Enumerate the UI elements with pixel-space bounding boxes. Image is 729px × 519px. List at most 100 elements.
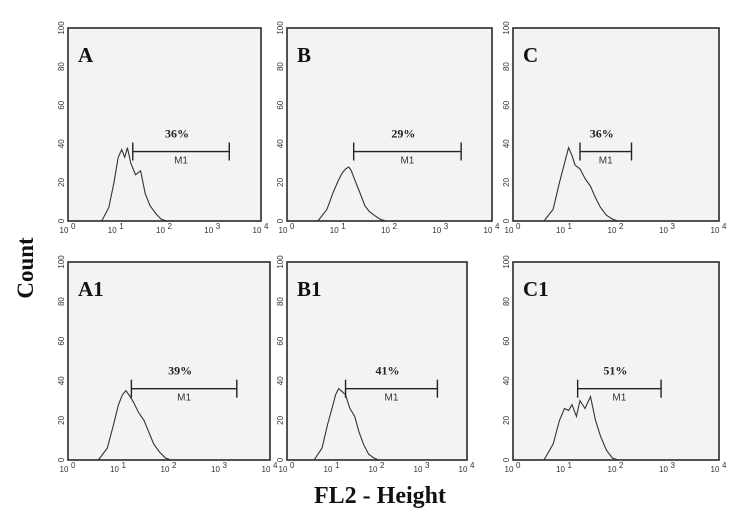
plot-frame — [67, 261, 271, 461]
histogram-line — [97, 389, 172, 461]
x-tick-exponent: 4 — [495, 222, 500, 231]
y-tick-label: 20 — [276, 415, 285, 424]
x-tick-exponent: 3 — [223, 461, 228, 470]
y-tick-label: 60 — [276, 336, 285, 345]
y-tick-label: 80 — [276, 297, 285, 306]
x-tick-label: 10 — [60, 465, 69, 474]
x-tick-label: 10 — [608, 226, 617, 235]
gate-percent-label: 29% — [391, 127, 415, 141]
y-tick-label: 20 — [57, 177, 66, 186]
plot-frame — [512, 261, 720, 461]
plot-frame — [286, 27, 493, 222]
x-tick-exponent: 2 — [380, 461, 385, 470]
gate-marker-label: M1 — [612, 393, 626, 404]
y-tick-label: 0 — [502, 457, 511, 462]
y-tick-label: 0 — [502, 218, 511, 223]
x-tick-label: 10 — [279, 226, 288, 235]
y-tick-label: 100 — [502, 21, 511, 35]
x-tick-label: 10 — [324, 465, 333, 474]
y-tick-label: 0 — [57, 218, 66, 223]
x-tick-exponent: 0 — [290, 461, 295, 470]
panel-letter: A1 — [78, 277, 104, 301]
y-tick-label: 20 — [502, 415, 511, 424]
y-tick-label: 0 — [57, 457, 66, 462]
y-tick-label: 80 — [502, 62, 511, 71]
x-tick-exponent: 1 — [335, 461, 340, 470]
x-tick-exponent: 1 — [568, 461, 573, 470]
panel-letter: B — [297, 43, 311, 67]
x-tick-exponent: 4 — [273, 461, 278, 470]
y-tick-label: 0 — [276, 218, 285, 223]
gate-percent-label: 51% — [603, 364, 627, 378]
x-tick-label: 10 — [459, 465, 468, 474]
y-tick-label: 60 — [276, 100, 285, 109]
x-tick-exponent: 3 — [671, 222, 676, 231]
gate-percent-label: 36% — [165, 127, 189, 141]
plot-frame — [67, 27, 262, 222]
x-tick-label: 10 — [369, 465, 378, 474]
gate-percent-label: 41% — [375, 364, 399, 378]
x-tick-exponent: 3 — [216, 222, 221, 231]
y-tick-label: 40 — [57, 139, 66, 148]
x-tick-exponent: 0 — [516, 461, 521, 470]
histogram-line — [543, 146, 619, 222]
x-tick-exponent: 1 — [122, 461, 127, 470]
x-tick-exponent: 2 — [619, 222, 624, 231]
x-tick-label: 10 — [659, 226, 668, 235]
x-tick-label: 10 — [110, 465, 119, 474]
histogram-line — [543, 394, 619, 461]
gate-marker-label: M1 — [599, 156, 613, 167]
y-tick-label: 80 — [276, 62, 285, 71]
x-tick-exponent: 2 — [619, 461, 624, 470]
y-tick-label: 20 — [502, 177, 511, 186]
x-tick-label: 10 — [108, 226, 117, 235]
panel-letter: C — [523, 43, 538, 67]
x-tick-exponent: 2 — [393, 222, 398, 231]
gate-percent-label: 36% — [590, 127, 614, 141]
x-tick-exponent: 0 — [71, 461, 76, 470]
x-tick-label: 10 — [432, 226, 441, 235]
y-tick-label: 40 — [502, 139, 511, 148]
y-tick-label: 0 — [276, 457, 285, 462]
x-tick-label: 10 — [204, 226, 213, 235]
x-tick-label: 10 — [659, 465, 668, 474]
x-tick-label: 10 — [253, 226, 262, 235]
gate-marker-label: M1 — [400, 156, 414, 167]
x-tick-label: 10 — [484, 226, 493, 235]
x-tick-exponent: 3 — [671, 461, 676, 470]
plot-frame — [512, 27, 720, 222]
x-tick-exponent: 4 — [264, 222, 269, 231]
x-tick-exponent: 1 — [341, 222, 346, 231]
y-tick-label: 60 — [502, 100, 511, 109]
x-tick-exponent: 4 — [722, 461, 727, 470]
gate-marker-label: M1 — [177, 393, 191, 404]
x-tick-exponent: 3 — [425, 461, 430, 470]
x-tick-exponent: 2 — [168, 222, 173, 231]
x-tick-exponent: 1 — [568, 222, 573, 231]
y-tick-label: 20 — [57, 415, 66, 424]
x-tick-label: 10 — [711, 465, 720, 474]
x-tick-label: 10 — [608, 465, 617, 474]
y-tick-label: 100 — [276, 255, 285, 269]
y-tick-label: 100 — [276, 21, 285, 35]
x-tick-label: 10 — [156, 226, 165, 235]
x-tick-exponent: 0 — [290, 222, 295, 231]
x-tick-label: 10 — [414, 465, 423, 474]
y-tick-label: 20 — [276, 177, 285, 186]
x-tick-exponent: 4 — [470, 461, 475, 470]
y-tick-label: 60 — [502, 336, 511, 345]
gate-marker-label: M1 — [385, 393, 399, 404]
x-tick-label: 10 — [262, 465, 271, 474]
histogram-line — [101, 147, 167, 222]
x-tick-label: 10 — [711, 226, 720, 235]
x-tick-exponent: 3 — [444, 222, 449, 231]
y-tick-label: 40 — [502, 376, 511, 385]
x-tick-exponent: 0 — [71, 222, 76, 231]
x-tick-label: 10 — [161, 465, 170, 474]
x-tick-label: 10 — [60, 226, 69, 235]
